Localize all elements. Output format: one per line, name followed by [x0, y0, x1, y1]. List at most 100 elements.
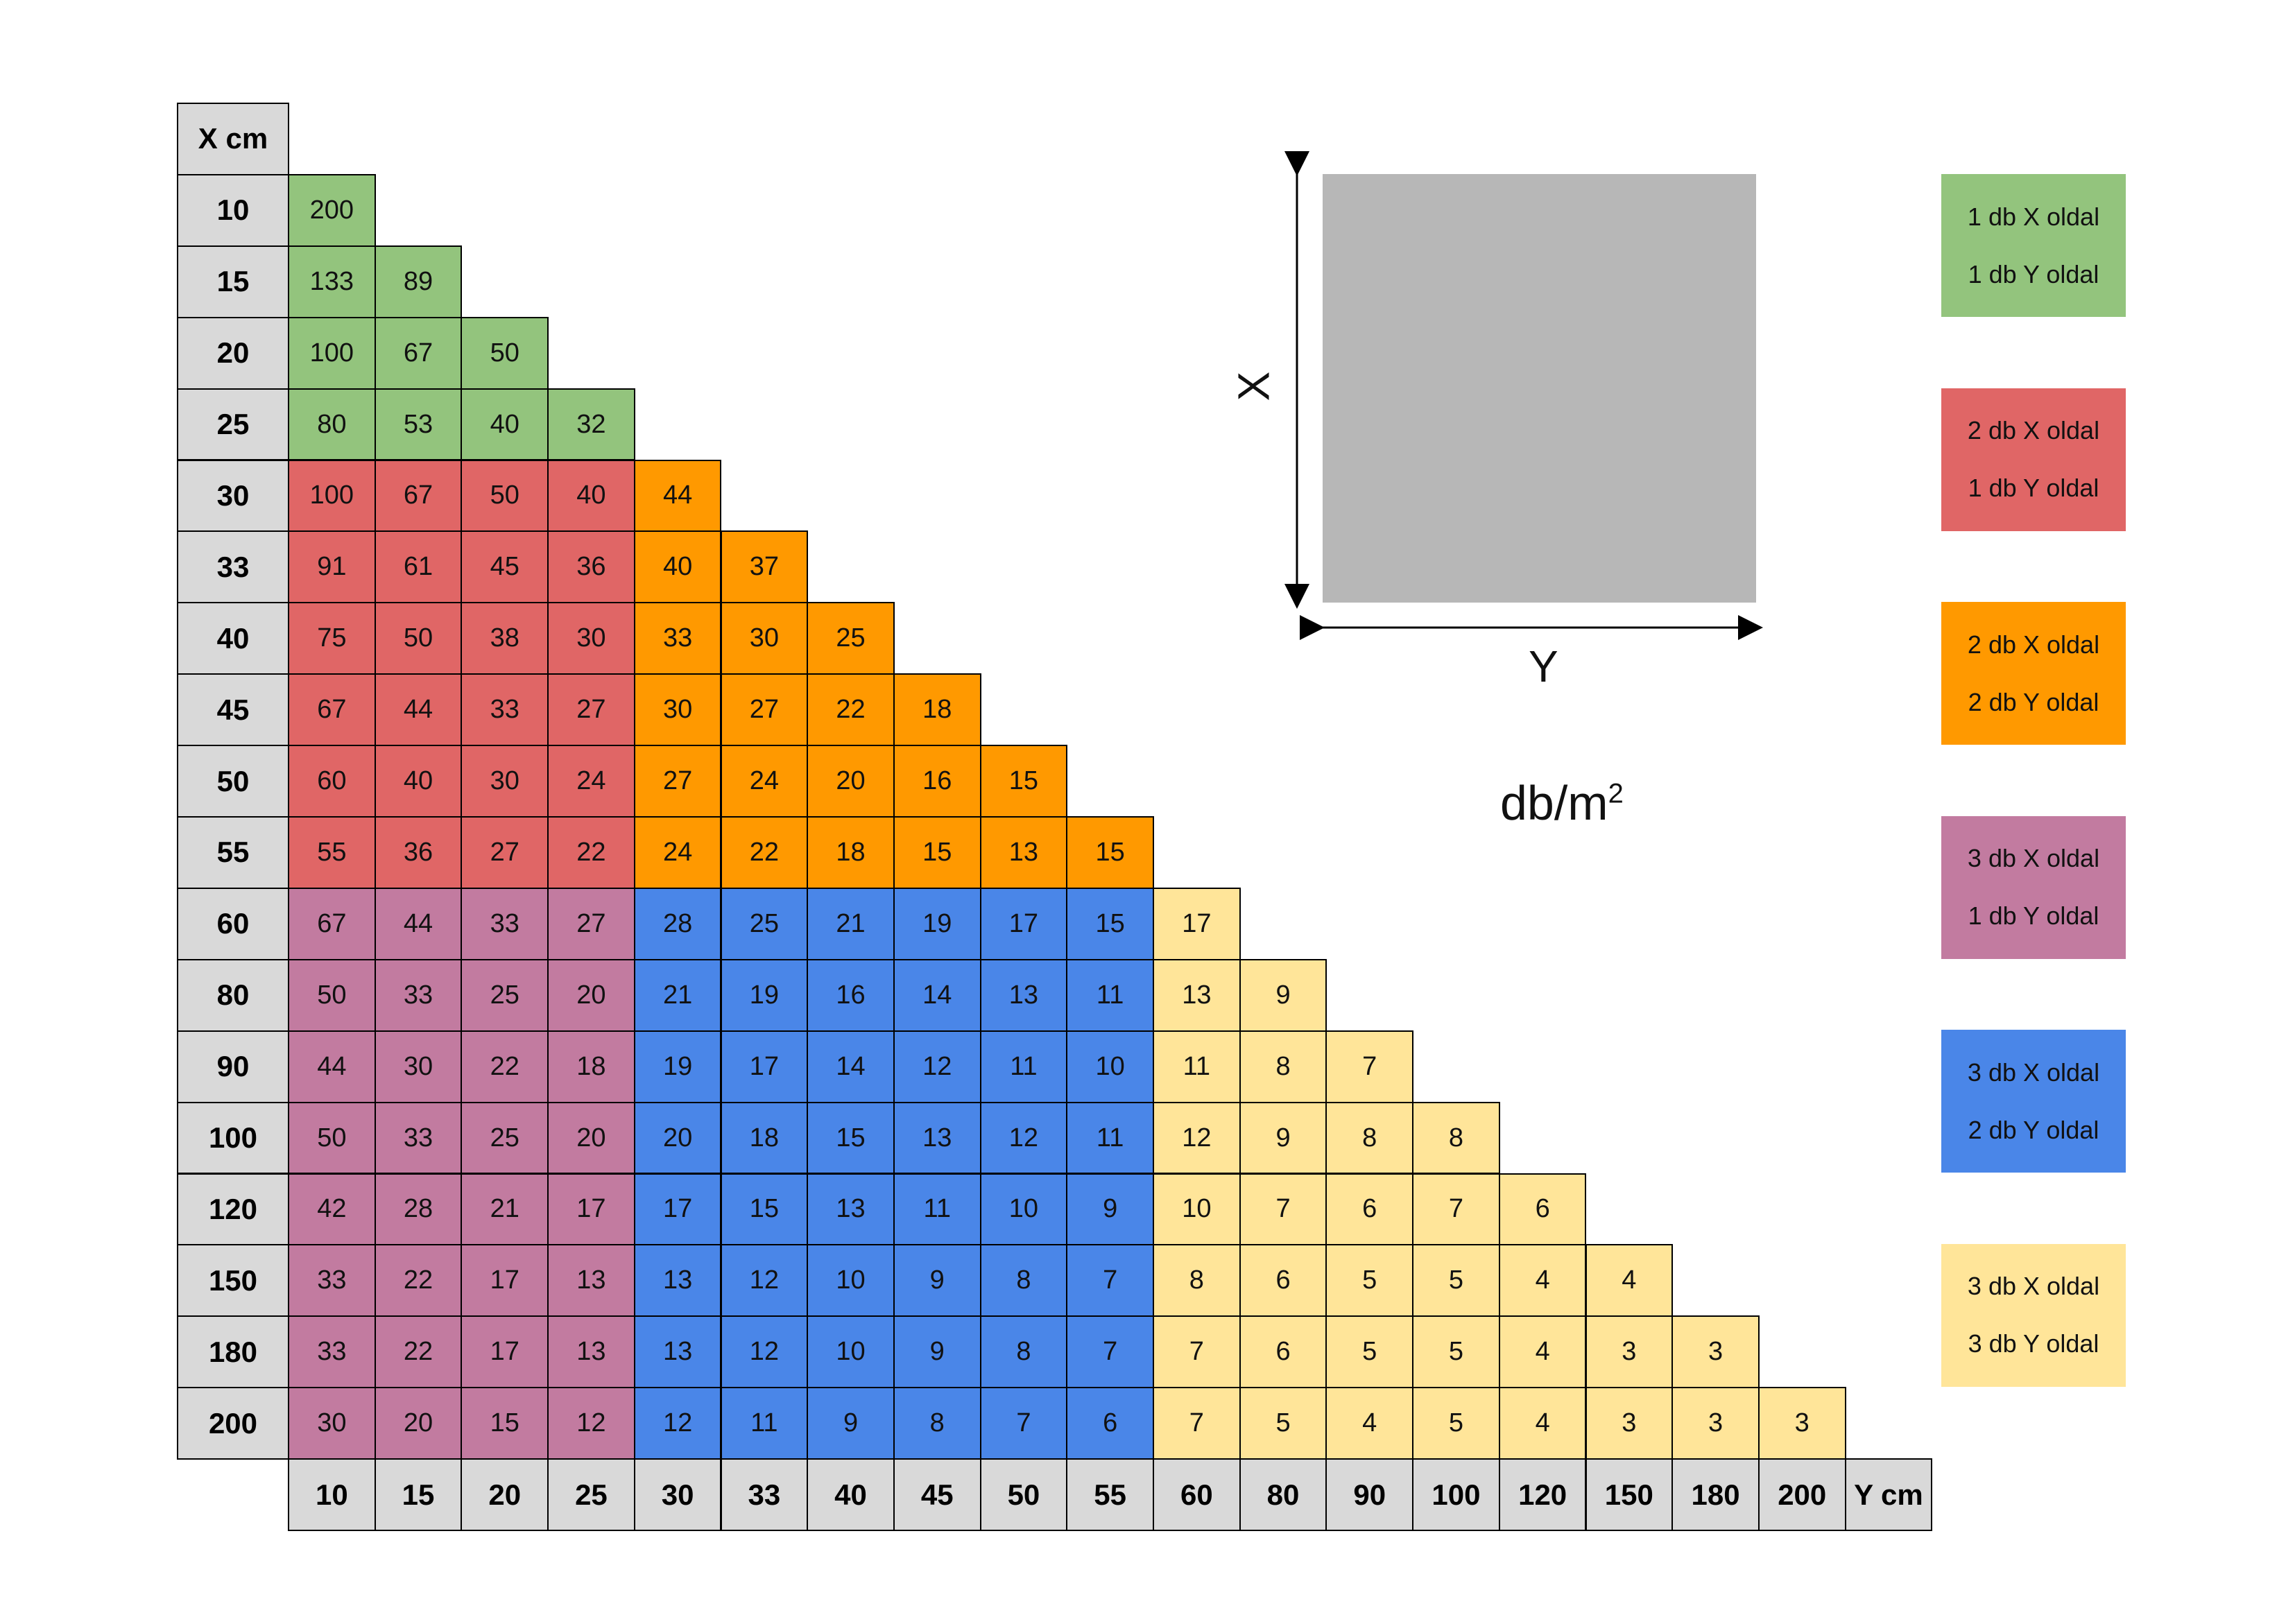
table-cell: 6 — [1239, 1244, 1327, 1318]
table-cell: 5 — [1412, 1315, 1500, 1389]
table-cell: 9 — [893, 1315, 981, 1389]
table-cell: 15 — [979, 745, 1068, 818]
table-cell: 100 — [288, 459, 376, 533]
table-cell: 4 — [1585, 1244, 1674, 1318]
table-cell: 9 — [1239, 1101, 1327, 1175]
table-cell: 22 — [374, 1315, 463, 1389]
table-cell: 133 — [288, 245, 376, 318]
table-cell: 9 — [1239, 958, 1327, 1032]
unit-base: db/m — [1500, 776, 1608, 830]
table-cell: 4 — [1498, 1244, 1587, 1318]
table-cell: 13 — [547, 1315, 635, 1389]
table-cell: 44 — [288, 1030, 376, 1103]
legend-line-x: 2 db X oldal — [1967, 630, 2100, 659]
table-cell: 10 — [807, 1244, 895, 1318]
table-cell: 27 — [461, 816, 549, 889]
table-cell: 50 — [461, 316, 549, 390]
table-cell: 7 — [1325, 1030, 1414, 1103]
table-cell: 14 — [893, 958, 981, 1032]
legend-item: 3 db X oldal 1 db Y oldal — [1941, 815, 2126, 959]
table-cell: 21 — [807, 887, 895, 960]
row-header: 30 — [177, 459, 289, 533]
row-header: 100 — [177, 1101, 289, 1175]
table-cell: 40 — [547, 459, 635, 533]
table-cell: 5 — [1325, 1315, 1414, 1389]
column-header: 40 — [807, 1458, 895, 1531]
table-cell: 24 — [720, 745, 809, 818]
table-cell: 30 — [374, 1030, 463, 1103]
table-cell: 12 — [893, 1030, 981, 1103]
column-header: 200 — [1757, 1458, 1846, 1531]
column-header: 30 — [633, 1458, 722, 1531]
table-cell: 14 — [807, 1030, 895, 1103]
row-header: 150 — [177, 1244, 289, 1318]
table-cell: 20 — [547, 958, 635, 1032]
table-cell: 33 — [633, 602, 722, 675]
table-cell: 6 — [1239, 1315, 1327, 1389]
table-cell: 5 — [1239, 1387, 1327, 1460]
row-header: 120 — [177, 1173, 289, 1246]
table-cell: 12 — [547, 1387, 635, 1460]
table-cell: 50 — [288, 958, 376, 1032]
table-cell: 10 — [807, 1315, 895, 1389]
sample-tile — [1323, 174, 1756, 603]
column-header: 50 — [979, 1458, 1068, 1531]
table-cell: 18 — [720, 1101, 809, 1175]
legend-line-x: 2 db X oldal — [1967, 416, 2100, 444]
table-cell: 17 — [461, 1244, 549, 1318]
table-cell: 33 — [288, 1315, 376, 1389]
table-cell: 27 — [547, 673, 635, 747]
table-cell: 12 — [720, 1244, 809, 1318]
legend-line-y: 2 db Y oldal — [1968, 687, 2099, 716]
legend-line-y: 1 db Y oldal — [1968, 259, 2099, 288]
table-cell: 80 — [288, 388, 376, 461]
table-cell: 200 — [288, 173, 376, 247]
row-header: 33 — [177, 530, 289, 604]
table-cell: 25 — [720, 887, 809, 960]
table-cell: 33 — [374, 1101, 463, 1175]
column-header: 180 — [1671, 1458, 1760, 1531]
table-cell: 100 — [288, 316, 376, 390]
table-cell: 7 — [1153, 1387, 1241, 1460]
table-cell: 33 — [288, 1244, 376, 1318]
y-dimension-label: Y — [1529, 641, 1558, 691]
table-cell: 25 — [461, 958, 549, 1032]
table-cell: 27 — [633, 745, 722, 818]
table-cell: 18 — [893, 673, 981, 747]
column-header: 150 — [1585, 1458, 1674, 1531]
legend-line-x: 3 db X oldal — [1967, 1057, 2100, 1087]
table-cell: 12 — [979, 1101, 1068, 1175]
legend-line-y: 1 db Y oldal — [1968, 474, 2099, 502]
table-cell: 8 — [1153, 1244, 1241, 1318]
table-cell: 17 — [1153, 887, 1241, 960]
table-cell: 18 — [807, 816, 895, 889]
table-cell: 30 — [720, 602, 809, 675]
table-cell: 16 — [807, 958, 895, 1032]
table-cell: 30 — [288, 1387, 376, 1460]
table-cell: 40 — [461, 388, 549, 461]
table-cell: 22 — [807, 673, 895, 747]
legend-item: 2 db X oldal 2 db Y oldal — [1941, 602, 2126, 745]
table-cell: 75 — [288, 602, 376, 675]
table-cell: 11 — [1066, 958, 1154, 1032]
table-cell: 11 — [720, 1387, 809, 1460]
legend-line-y: 2 db Y oldal — [1968, 1115, 2099, 1144]
table-cell: 30 — [461, 745, 549, 818]
table-cell: 50 — [461, 459, 549, 533]
row-header: 50 — [177, 745, 289, 818]
row-header: 40 — [177, 602, 289, 675]
table-cell: 18 — [547, 1030, 635, 1103]
table-cell: 24 — [547, 745, 635, 818]
x-header: X cm — [177, 103, 289, 175]
table-cell: 7 — [1066, 1315, 1154, 1389]
table-cell: 11 — [1153, 1030, 1241, 1103]
table-cell: 45 — [461, 530, 549, 604]
table-cell: 21 — [633, 958, 722, 1032]
table-cell: 21 — [461, 1173, 549, 1246]
legend-line-y: 3 db Y oldal — [1968, 1329, 2099, 1358]
table-cell: 27 — [720, 673, 809, 747]
x-dimension-label: X — [1228, 371, 1279, 401]
table-cell: 3 — [1757, 1387, 1846, 1460]
